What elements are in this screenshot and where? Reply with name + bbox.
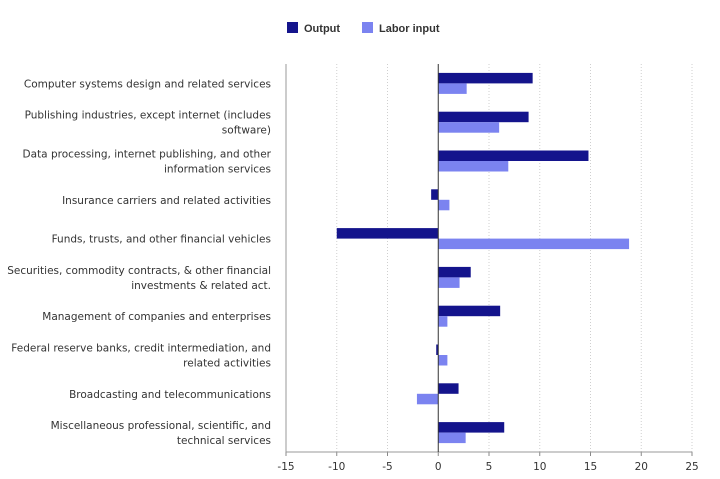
bar-labor-input-7 — [438, 355, 448, 366]
bar-output-3 — [431, 189, 439, 200]
category-label: Management of companies and enterprises — [42, 311, 271, 323]
bar-labor-input-6 — [438, 316, 448, 327]
bar-labor-input-5 — [438, 277, 460, 288]
bar-output-8 — [438, 383, 459, 394]
x-tick-label: -10 — [328, 461, 345, 473]
x-axis: -15 -10 -5 0 5 10 15 20 25 — [277, 64, 699, 473]
x-tick-label: 20 — [635, 461, 648, 473]
bar-output-1 — [438, 111, 529, 123]
legend-label-1: Labor input — [379, 23, 440, 35]
category-label: Data processing, internet publishing, an… — [23, 149, 272, 161]
x-tick-label: 25 — [685, 461, 698, 473]
bar-output-0 — [438, 72, 533, 84]
bar-output-2 — [438, 150, 589, 161]
legend-swatch-0 — [287, 22, 298, 33]
x-tick-label: -5 — [382, 461, 392, 473]
bar-output-4 — [336, 228, 439, 239]
category-label: related activities — [183, 358, 271, 370]
bar-labor-input-4 — [438, 238, 630, 250]
category-label: Federal reserve banks, credit intermedia… — [11, 343, 271, 355]
bar-labor-input-0 — [438, 83, 467, 94]
category-label: software) — [222, 125, 271, 137]
bar-output-9 — [438, 422, 505, 433]
category-label: Computer systems design and related serv… — [24, 78, 271, 90]
x-tick-label: 10 — [533, 461, 546, 473]
bar-labor-input-9 — [438, 432, 466, 444]
category-labels: Computer systems design and related serv… — [7, 78, 271, 447]
legend-swatch-1 — [362, 22, 373, 33]
category-label: Insurance carriers and related activitie… — [62, 195, 271, 207]
legend: Output Labor input — [287, 22, 440, 35]
bar-labor-input-3 — [438, 199, 450, 211]
category-label: information services — [164, 164, 271, 176]
x-tick-label: 0 — [435, 461, 442, 473]
category-label: investments & related act. — [131, 280, 271, 292]
bar-output-6 — [438, 305, 501, 317]
x-tick-label: 15 — [584, 461, 597, 473]
bar-output-7 — [436, 344, 439, 355]
category-label: Miscellaneous professional, scientific, … — [51, 420, 271, 432]
category-label: technical services — [177, 435, 271, 447]
category-label: Securities, commodity contracts, & other… — [7, 265, 271, 277]
category-label: Publishing industries, except internet (… — [25, 110, 271, 122]
x-tick-label: 5 — [486, 461, 493, 473]
x-tick-label: -15 — [277, 461, 294, 473]
bar-labor-input-1 — [438, 122, 500, 133]
bar-labor-input-8 — [416, 393, 439, 405]
bar-output-5 — [438, 266, 471, 278]
bar-labor-input-2 — [438, 161, 509, 172]
category-label: Broadcasting and telecommunications — [69, 389, 271, 401]
bars — [336, 72, 630, 444]
category-label: Funds, trusts, and other financial vehic… — [52, 234, 271, 246]
legend-label-0: Output — [304, 23, 340, 35]
